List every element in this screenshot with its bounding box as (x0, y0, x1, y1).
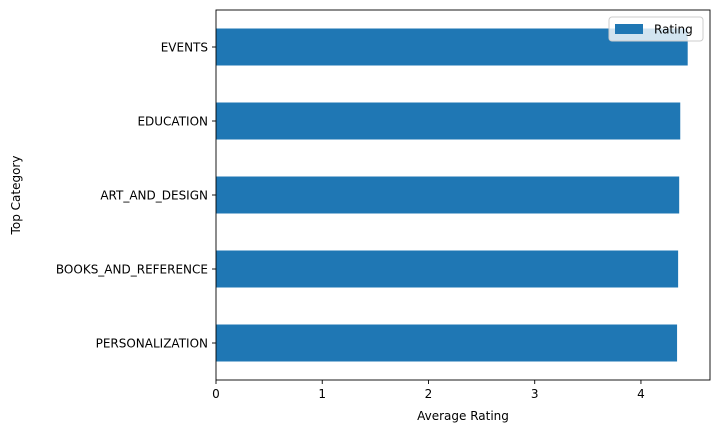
x-tick-label: 3 (531, 387, 539, 401)
legend-box (608, 16, 704, 42)
plot-frame (215, 9, 711, 381)
x-ticks: 0 1 2 3 4 (212, 380, 645, 401)
y-tick-label: PERSONALIZATION (96, 337, 208, 351)
y-tick-label: ART_AND_DESIGN (100, 189, 208, 203)
bar (216, 250, 679, 288)
legend: Rating (608, 16, 704, 42)
y-tick-label: EDUCATION (137, 115, 208, 129)
x-axis-title: Average Rating (417, 409, 509, 423)
legend-label: Rating (654, 23, 693, 37)
x-tick-label: 2 (425, 387, 433, 401)
y-axis-title: Top Category (9, 156, 23, 236)
y-ticks: PERSONALIZATION BOOKS_AND_REFERENCE ART_AN… (56, 41, 216, 351)
x-tick-label: 1 (318, 387, 326, 401)
x-tick-label: 0 (212, 387, 220, 401)
bar (216, 102, 681, 140)
y-tick-label: EVENTS (161, 41, 208, 55)
x-tick-label: 4 (637, 387, 645, 401)
bars-layer (216, 28, 688, 362)
y-tick-label: BOOKS_AND_REFERENCE (56, 263, 208, 277)
bar (216, 176, 680, 214)
legend-swatch (615, 24, 643, 34)
bar (216, 324, 678, 362)
